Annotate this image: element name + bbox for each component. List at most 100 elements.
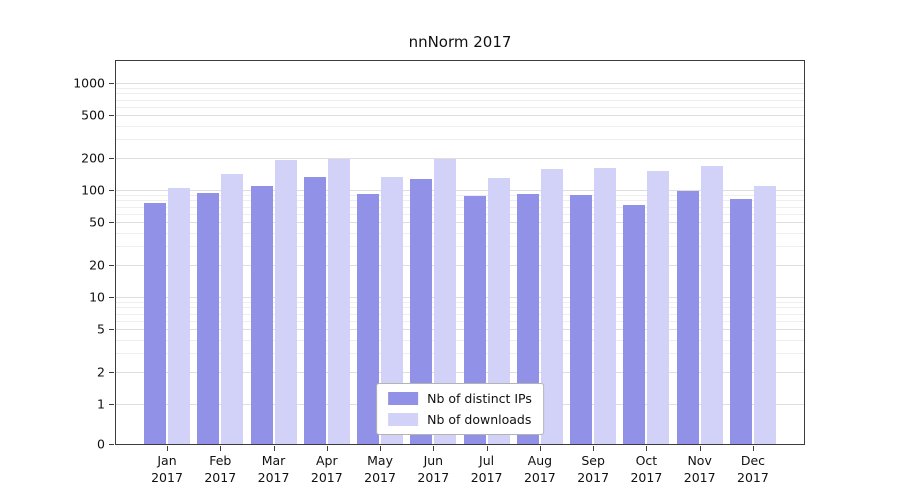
bar-distinct-ips [303, 177, 326, 444]
plot-area: Nb of distinct IPs Nb of downloads [109, 60, 805, 451]
x-tick-label-dec: Dec 2017 [730, 453, 776, 487]
x-label-month: Sep [581, 453, 605, 468]
x-tick-label-may: May 2017 [357, 453, 403, 487]
x-tick-mark [220, 446, 222, 451]
bars-row [116, 61, 804, 451]
x-label-year: 2017 [417, 469, 450, 485]
x-label-month: Aug [527, 453, 553, 468]
x-tick-label-mar: Mar 2017 [251, 453, 297, 487]
bar-downloads [540, 169, 563, 444]
gridline-major [116, 115, 804, 117]
x-label-month: Apr [315, 453, 338, 468]
x-label-year: 2017 [204, 469, 237, 485]
bar-group-mar [250, 159, 297, 451]
x-label-year: 2017 [364, 469, 396, 485]
legend-row: Nb of downloads [388, 412, 532, 427]
gridline-minor [116, 200, 804, 202]
gridline-minor [116, 106, 804, 108]
gridline-minor [116, 320, 804, 322]
gridline-minor [116, 301, 804, 303]
x-tick-label-jul: Jul 2017 [464, 453, 510, 487]
bar-downloads [647, 171, 670, 444]
x-tick-label-oct: Oct 2017 [623, 453, 669, 487]
gridline-minor [116, 93, 804, 95]
bar-group-nov [676, 165, 723, 451]
x-tick-label-jan: Jan 2017 [144, 453, 190, 487]
y-tick-label: 20 [89, 257, 105, 273]
x-label-month: Jun [423, 453, 444, 468]
gridline-major [116, 83, 804, 84]
gridline-minor [116, 352, 804, 354]
x-tick-label-aug: Aug 2017 [517, 453, 563, 487]
bar-distinct-ips [357, 193, 380, 444]
x-tick-label-feb: Feb 2017 [197, 453, 243, 487]
bar-downloads [221, 174, 244, 444]
bar-downloads [327, 158, 350, 444]
bar-distinct-ips [516, 194, 539, 444]
gridline-minor [116, 138, 804, 140]
gridline-minor [116, 206, 804, 208]
gridline-minor [116, 232, 804, 234]
bar-group-apr [303, 158, 350, 451]
x-label-month: May [367, 453, 393, 468]
x-label-month: Dec [740, 453, 766, 468]
gridline-minor [116, 99, 804, 101]
chart-title: nnNorm 2017 [408, 33, 512, 51]
y-tick-label: 100 [81, 182, 105, 198]
gridline-minor [116, 339, 804, 341]
y-tick-mark [109, 444, 114, 445]
x-label-month: Feb [209, 453, 232, 468]
bar-group-jan [144, 188, 190, 451]
x-label-year: 2017 [470, 469, 503, 485]
x-label-month: Mar [261, 453, 286, 468]
gridline-minor [116, 125, 804, 127]
x-label-month: Oct [635, 453, 658, 468]
gridline-major [116, 329, 804, 331]
bar-group-dec [729, 185, 776, 451]
x-tick-mark [273, 446, 275, 451]
x-tick-label-sep: Sep 2017 [570, 453, 616, 487]
legend: Nb of distinct IPs Nb of downloads [376, 383, 544, 435]
bar-downloads [434, 159, 457, 444]
x-tick-mark [380, 446, 382, 451]
x-tick-mark [167, 446, 168, 451]
bar-group-jul [463, 178, 510, 451]
x-tick-mark [699, 446, 701, 451]
gridline-major [116, 371, 804, 373]
y-tick-mark [109, 297, 114, 298]
bar-group-sep [570, 167, 617, 451]
y-tick-mark [109, 404, 114, 405]
gridline-major [116, 190, 804, 191]
y-tick-mark [109, 264, 114, 266]
bar-group-oct [623, 171, 670, 451]
bar-downloads [700, 165, 723, 444]
gridline-minor [116, 245, 804, 247]
x-tick-mark [539, 446, 541, 451]
x-axis-labels: Jan 2017 Feb 2017 Mar 2017 Apr 2017 May 2017 Jun 20… [115, 453, 805, 487]
x-tick-label-apr: Apr 2017 [304, 453, 350, 487]
bar-distinct-ips [250, 186, 273, 444]
bar-downloads [594, 167, 617, 444]
x-label-month: Jul [479, 453, 495, 468]
bar-distinct-ips [729, 198, 752, 444]
x-tick-label-jun: Jun 2017 [410, 453, 456, 487]
y-tick-mark [109, 190, 114, 191]
gridline-minor [116, 87, 804, 89]
x-tick-mark [326, 446, 328, 451]
legend-label: Nb of distinct IPs [427, 391, 532, 406]
legend-label: Nb of downloads [427, 412, 532, 427]
y-tick-mark [109, 222, 114, 224]
x-tick-label-nov: Nov 2017 [677, 453, 723, 487]
y-tick-mark [109, 83, 114, 84]
x-tick-mark [646, 446, 648, 451]
y-tick-label: 500 [81, 107, 105, 123]
bar-downloads [168, 188, 190, 444]
x-label-year: 2017 [310, 469, 343, 485]
gridline-major [116, 157, 804, 159]
y-tick-mark [109, 157, 114, 159]
gridline-minor [116, 213, 804, 215]
gridline-minor [116, 307, 804, 309]
y-tick-label: 2 [97, 364, 105, 380]
bar-distinct-ips [623, 205, 646, 444]
legend-row: Nb of distinct IPs [388, 391, 532, 406]
